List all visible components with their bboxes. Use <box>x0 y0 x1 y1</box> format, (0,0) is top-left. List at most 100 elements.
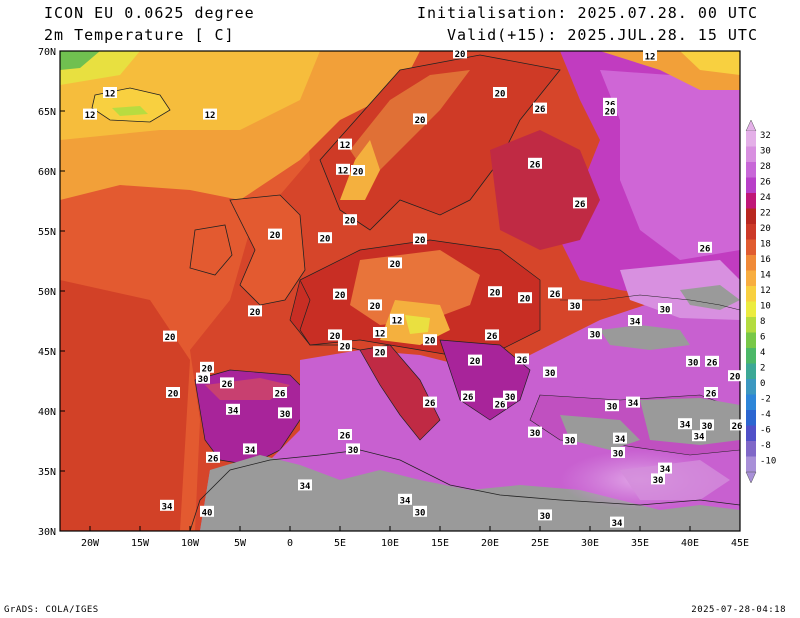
colorbar-swatch <box>746 348 756 364</box>
svg-text:20: 20 <box>335 291 346 301</box>
contour-label: 30 <box>196 372 210 385</box>
contour-label: 34 <box>243 443 257 456</box>
contour-label: 20 <box>248 305 262 318</box>
contour-label: 26 <box>273 387 287 400</box>
contour-label: 20 <box>333 288 347 301</box>
contour-label: 34 <box>226 403 240 416</box>
contour-label: 30 <box>588 328 602 341</box>
contour-label: 20 <box>318 232 332 245</box>
lon-tick-label: 30E <box>581 538 599 549</box>
contour-label: 34 <box>298 479 312 492</box>
svg-text:20: 20 <box>730 373 741 383</box>
svg-text:40: 40 <box>202 508 213 518</box>
lon-tick-label: 15E <box>431 538 449 549</box>
svg-text:26: 26 <box>495 400 506 410</box>
contour-label: 26 <box>515 353 529 366</box>
contour-labels: 2012202626201212122012122026262020202026… <box>83 47 744 529</box>
lon-tick-label: 10E <box>381 538 399 549</box>
contour-label: 20 <box>328 329 342 342</box>
contour-label: 30 <box>538 509 552 522</box>
lat-tick-label: 50N <box>38 287 56 298</box>
contour-label: 20 <box>343 214 357 227</box>
svg-text:26: 26 <box>517 356 528 366</box>
svg-text:20: 20 <box>168 390 179 400</box>
contour-label: 12 <box>336 163 350 176</box>
lon-tick-label: 40E <box>681 538 699 549</box>
svg-text:20: 20 <box>370 302 381 312</box>
svg-text:30: 30 <box>505 393 516 403</box>
contour-label: 20 <box>453 47 467 60</box>
colorbar-label: -6 <box>760 426 771 436</box>
contour-label: 20 <box>338 340 352 353</box>
svg-text:26: 26 <box>208 454 219 464</box>
colorbar-swatch <box>746 332 756 348</box>
colorbar-swatch <box>746 301 756 317</box>
svg-text:30: 30 <box>688 358 699 368</box>
colorbar-label: 14 <box>760 271 771 281</box>
title-model: ICON EU 0.0625 degree <box>44 4 255 22</box>
contour-label: 12 <box>373 327 387 340</box>
svg-text:20: 20 <box>490 289 501 299</box>
svg-text:30: 30 <box>660 306 671 316</box>
svg-text:20: 20 <box>165 333 176 343</box>
colorbar-top-arrow <box>745 119 757 132</box>
svg-text:20: 20 <box>470 357 481 367</box>
contour-label: 12 <box>390 313 404 326</box>
contour-label: 26 <box>698 241 712 254</box>
lon-tick-label: 20W <box>81 538 100 549</box>
svg-text:20: 20 <box>520 295 531 305</box>
svg-text:26: 26 <box>732 422 743 432</box>
contour-label: 30 <box>686 355 700 368</box>
svg-text:34: 34 <box>660 465 671 475</box>
svg-text:20: 20 <box>425 337 436 347</box>
contour-label: 20 <box>373 346 387 359</box>
colorbar-label: 0 <box>760 379 765 389</box>
lat-tick-label: 30N <box>38 527 56 538</box>
colorbar-label: 4 <box>760 348 765 358</box>
svg-text:34: 34 <box>680 421 691 431</box>
lon-tick-label: 20E <box>481 538 499 549</box>
contour-label: 26 <box>461 390 475 403</box>
contour-label: 26 <box>573 197 587 210</box>
contour-label: 20 <box>200 361 214 374</box>
contour-label: 34 <box>626 396 640 409</box>
colorbar-swatch <box>746 286 756 302</box>
render-timestamp: 2025-07-28-04:18 <box>691 605 786 615</box>
contour-label: 20 <box>488 286 502 299</box>
svg-text:34: 34 <box>162 502 173 512</box>
svg-text:26: 26 <box>425 399 436 409</box>
contour-label: 30 <box>346 443 360 456</box>
contour-label: 26 <box>548 287 562 300</box>
colorbar-label: 16 <box>760 255 771 265</box>
contour-label: 26 <box>338 429 352 442</box>
contour-label: 40 <box>200 505 214 518</box>
title-initialisation: Initialisation: 2025.07.28. 00 UTC <box>416 4 758 22</box>
contour-label: 26 <box>705 355 719 368</box>
colorbar-label: 24 <box>760 193 771 203</box>
colorbar-label: -4 <box>760 410 771 420</box>
colorbar-swatch <box>746 456 756 472</box>
svg-text:26: 26 <box>275 390 286 400</box>
svg-text:34: 34 <box>615 435 626 445</box>
contour-label: 26 <box>493 397 507 410</box>
colorbar-label: 32 <box>760 131 771 141</box>
colorbar-swatch <box>746 363 756 379</box>
contour-label: 26 <box>206 451 220 464</box>
contour-label: 34 <box>628 315 642 328</box>
svg-text:30: 30 <box>702 422 713 432</box>
contour-label: 20 <box>493 87 507 100</box>
contour-label: 34 <box>398 493 412 506</box>
colorbar-swatch <box>746 425 756 441</box>
svg-text:26: 26 <box>575 200 586 210</box>
contour-label: 12 <box>203 108 217 121</box>
svg-text:20: 20 <box>353 168 364 178</box>
contour-label: 20 <box>388 257 402 270</box>
colorbar-swatch <box>746 146 756 162</box>
contour-label: 12 <box>103 87 117 100</box>
contour-label: 30 <box>568 299 582 312</box>
contour-label: 12 <box>83 108 97 121</box>
svg-text:20: 20 <box>345 217 356 227</box>
contour-label: 34 <box>613 432 627 445</box>
svg-text:30: 30 <box>607 403 618 413</box>
